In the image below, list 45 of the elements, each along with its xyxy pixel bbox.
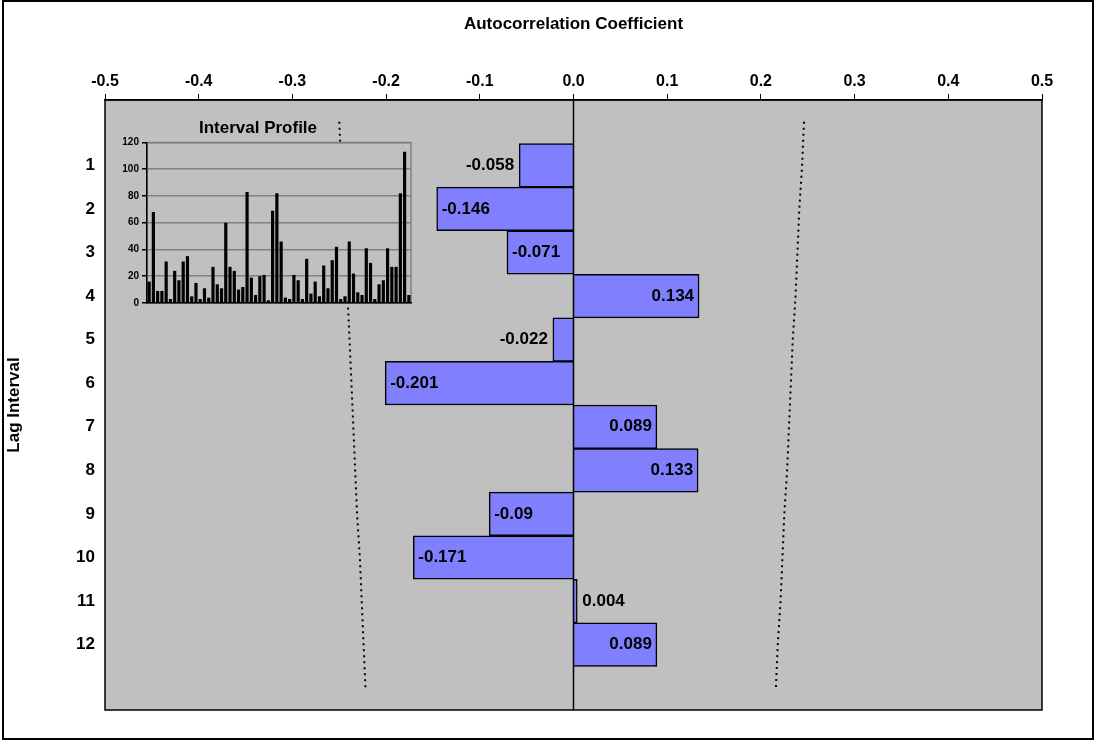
y-tick-label: 0 (133, 296, 140, 308)
y-tick-label: 9 (85, 503, 95, 523)
y-tick-label: 100 (122, 162, 140, 174)
y-tick-label: 7 (85, 416, 95, 436)
x-tick-label: 0.2 (749, 71, 773, 89)
y-tick-label: 5 (85, 329, 95, 349)
y-tick-label: 6 (85, 372, 95, 392)
y-tick-label: 80 (127, 189, 140, 201)
data-label: 0.133 (650, 460, 694, 480)
y-tick-label: 10 (76, 547, 95, 567)
y-axis-title: Lag Interval (3, 357, 23, 453)
y-tick-label: 3 (85, 242, 95, 262)
y-tick-label: 11 (77, 590, 95, 610)
data-label: 0.134 (651, 285, 695, 305)
x-tick-label: -0.3 (278, 71, 307, 89)
chart-title: Interval Profile (198, 117, 318, 137)
data-label: 0.004 (582, 590, 626, 610)
x-tick-label: -0.1 (466, 71, 494, 89)
data-label: -0.071 (511, 242, 561, 262)
x-tick-label: -0.2 (372, 71, 400, 89)
y-tick-label: 60 (127, 216, 140, 228)
data-label: -0.201 (390, 372, 439, 392)
x-tick-label: 0.3 (843, 71, 866, 89)
y-tick-label: 4 (85, 285, 96, 305)
data-label: 0.089 (609, 634, 652, 654)
y-tick-label: 120 (122, 136, 140, 148)
y-tick-label: 2 (85, 198, 95, 218)
data-label: -0.146 (441, 198, 490, 218)
data-label: -0.09 (494, 503, 533, 523)
data-label: 0.089 (609, 416, 652, 436)
data-label: -0.022 (499, 329, 548, 349)
y-tick-label: 40 (127, 243, 140, 255)
data-label: -0.058 (465, 155, 515, 175)
data-label: -0.171 (418, 547, 467, 567)
x-tick-label: 0.4 (937, 71, 960, 89)
y-tick-label: 1 (85, 155, 95, 175)
x-tick-label: -0.4 (184, 71, 213, 89)
x-tick-label: 0.1 (656, 71, 679, 89)
x-axis-title: Autocorrelation Coefficient (463, 13, 684, 33)
y-tick-label: 12 (76, 634, 95, 654)
x-tick-label: 0.0 (562, 71, 585, 89)
y-tick-label: 20 (127, 269, 140, 281)
x-tick-label: 0.5 (1030, 71, 1054, 89)
x-tick-label: -0.5 (91, 71, 119, 89)
y-tick-label: 8 (85, 460, 95, 480)
